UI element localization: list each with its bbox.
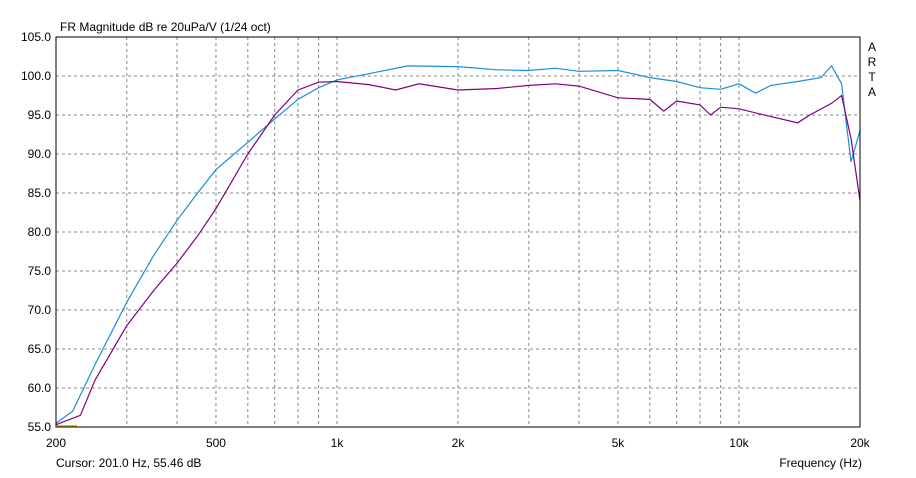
- x-tick-label: 20k: [850, 436, 870, 450]
- x-axis-title: Frequency (Hz): [779, 456, 862, 470]
- y-tick-label: 95.0: [28, 108, 52, 122]
- y-tick-label: 100.0: [21, 69, 51, 83]
- y-tick-label: 105.0: [21, 30, 51, 44]
- plot-border: [55, 36, 861, 428]
- y-tick-label: 60.0: [28, 381, 52, 395]
- y-tick-label: 85.0: [28, 186, 52, 200]
- response-line: [55, 80, 861, 426]
- response-line: [55, 64, 861, 424]
- y-tick-label: 80.0: [28, 225, 52, 239]
- brand: ARTA: [865, 40, 879, 100]
- x-tick-label: 5k: [612, 436, 626, 450]
- y-tick-label: 70.0: [28, 303, 52, 317]
- y-tick-label: 65.0: [28, 342, 52, 356]
- x-tick-label: 10k: [729, 436, 749, 450]
- y-tick-label: 75.0: [28, 264, 52, 278]
- y-tick-label: 55.0: [28, 420, 52, 434]
- x-tick-label: 500: [206, 436, 226, 450]
- y-tick-label: 90.0: [28, 147, 52, 161]
- x-tick-label: 2k: [452, 436, 466, 450]
- chart-title: FR Magnitude dB re 20uPa/V (1/24 oct): [60, 20, 271, 34]
- cursor-readout: Cursor: 201.0 Hz, 55.46 dB: [56, 456, 201, 470]
- x-tick-label: 200: [46, 436, 66, 450]
- x-tick-label: 1k: [331, 436, 345, 450]
